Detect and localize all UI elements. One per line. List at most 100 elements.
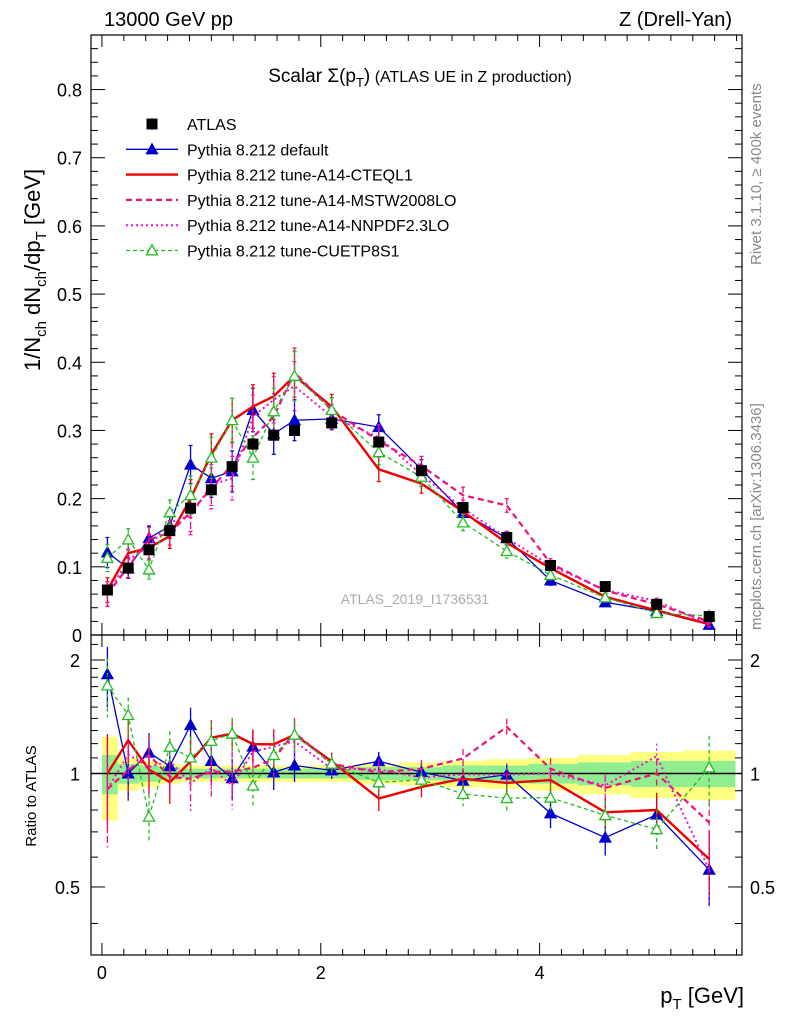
series-4-ratio xyxy=(100,658,716,852)
ratio-marker xyxy=(142,809,156,822)
series-marker xyxy=(325,403,339,416)
data-point xyxy=(164,525,176,537)
series-2-line xyxy=(106,370,710,623)
data-point xyxy=(703,611,715,623)
ratio-marker xyxy=(500,791,514,804)
legend: ATLAS Pythia 8.212 default Pythia 8.212 tu… xyxy=(126,117,456,261)
ratio-marker xyxy=(183,750,198,763)
series-marker xyxy=(287,369,302,381)
x-tick-label: 4 xyxy=(535,963,545,983)
data-point xyxy=(205,484,217,496)
ratio-marker xyxy=(543,806,558,819)
series-marker xyxy=(372,445,386,458)
ratio-marker xyxy=(287,727,302,740)
ratio-marker xyxy=(325,756,339,769)
ratio-tick-label-right: 0.5 xyxy=(750,878,775,898)
series-marker xyxy=(100,551,115,564)
ratio-tick-label-right: 1 xyxy=(750,764,760,784)
legend-entry: Pythia 8.212 tune-A14-MSTW2008LO xyxy=(126,193,456,210)
data-point xyxy=(651,598,663,610)
legend-label: Pythia 8.212 tune-A14-NNPDF2.3LO xyxy=(187,218,449,235)
data-point xyxy=(545,559,557,571)
data-point xyxy=(457,502,469,513)
y-axis-title: 1/Nch dNch/dpT [GeV] xyxy=(20,169,50,371)
data-point xyxy=(101,584,113,596)
legend-marker xyxy=(145,142,159,155)
ratio-marker xyxy=(543,790,558,803)
series-marker xyxy=(163,505,177,518)
legend-entry: Pythia 8.212 tune-A14-CTEQL1 xyxy=(126,168,413,185)
series-marker xyxy=(183,457,198,470)
series-marker xyxy=(142,562,156,575)
ratio-marker xyxy=(598,808,612,821)
series-marker xyxy=(267,404,281,417)
legend-entry: Pythia 8.212 tune-CUETP8S1 xyxy=(126,244,400,261)
y-tick-label: 0.6 xyxy=(57,217,82,237)
legend-label: ATLAS xyxy=(187,117,237,134)
ratio-marker xyxy=(225,726,239,739)
series-marker xyxy=(225,413,239,426)
series-marker xyxy=(287,413,302,426)
legend-entry: Pythia 8.212 tune-A14-NNPDF2.3LO xyxy=(126,218,449,235)
y-tick-label: 0.2 xyxy=(57,490,82,510)
data-point xyxy=(226,461,238,473)
series-1-main xyxy=(105,350,712,627)
series-3-main xyxy=(105,360,712,628)
legend-marker xyxy=(145,243,159,256)
ratio-marker xyxy=(267,748,281,761)
series-marker xyxy=(598,590,612,603)
x-tick-label: 2 xyxy=(316,963,326,983)
y-tick-label: 0.7 xyxy=(57,149,82,169)
y-tick-label: 0.4 xyxy=(57,353,82,373)
rivet-label: Rivet 3.1.10, ≥ 400k events xyxy=(748,83,765,265)
legend-entry: Pythia 8.212 default xyxy=(126,142,329,159)
series-1-ratio-line xyxy=(106,732,710,861)
legend-label: Pythia 8.212 tune-A14-CTEQL1 xyxy=(187,168,413,185)
ratio-plot: 0 2 4 0.5 0.5 1 1 2 2 xyxy=(55,634,775,983)
series-marker xyxy=(246,450,260,463)
y-tick-label: 0.8 xyxy=(57,81,82,101)
ratio-marker xyxy=(414,772,429,785)
data-point xyxy=(289,424,301,436)
series-marker xyxy=(500,544,514,557)
ratio-marker xyxy=(650,822,664,835)
atlas-data xyxy=(101,417,715,623)
series-1-line xyxy=(106,374,710,626)
legend-label: Pythia 8.212 tune-CUETP8S1 xyxy=(187,244,400,261)
ratio-marker xyxy=(372,775,386,788)
mcplots-label: mcplots.cern.ch [arXiv:1306.3436] xyxy=(748,403,765,630)
series-marker xyxy=(121,532,135,545)
ratio-tick-label-right: 2 xyxy=(750,651,760,671)
legend-entry: ATLAS xyxy=(146,117,237,134)
series-marker xyxy=(543,568,558,581)
series-marker xyxy=(414,469,429,482)
ratio-tick-label: 1 xyxy=(70,764,80,784)
main-plot: 0 0.1 0.2 0.3 0.4 0.5 0.6 0.7 0.8 xyxy=(57,34,743,955)
series-4-line xyxy=(106,374,710,617)
ratio-marker xyxy=(100,678,115,691)
series-marker xyxy=(650,606,664,619)
header-left: 13000 GeV pp xyxy=(104,9,233,31)
series-3-line xyxy=(106,384,710,626)
data-point xyxy=(268,429,280,441)
analysis-watermark: ATLAS_2019_I1736531 xyxy=(341,591,490,607)
ratio-marker xyxy=(121,708,135,721)
ratio-tick-label: 0.5 xyxy=(55,878,80,898)
ratio-marker xyxy=(598,830,612,843)
series-1-ratio xyxy=(106,717,710,894)
series-marker xyxy=(456,515,470,528)
ratio-marker xyxy=(702,760,716,773)
legend-label: Pythia 8.212 tune-A14-MSTW2008LO xyxy=(187,193,456,210)
data-point xyxy=(143,544,155,556)
ratio-tick-label: 2 xyxy=(70,651,80,671)
ratio-axis-title: Ratio to ATLAS xyxy=(23,745,40,846)
data-point xyxy=(247,438,259,450)
x-tick-label: 0 xyxy=(97,963,107,983)
ratio-marker xyxy=(163,740,177,752)
data-point xyxy=(122,562,134,574)
data-point xyxy=(501,532,513,543)
ratio-marker xyxy=(287,758,302,771)
x-axis-title: pT [GeV] xyxy=(660,983,744,1013)
series-marker xyxy=(183,488,198,501)
